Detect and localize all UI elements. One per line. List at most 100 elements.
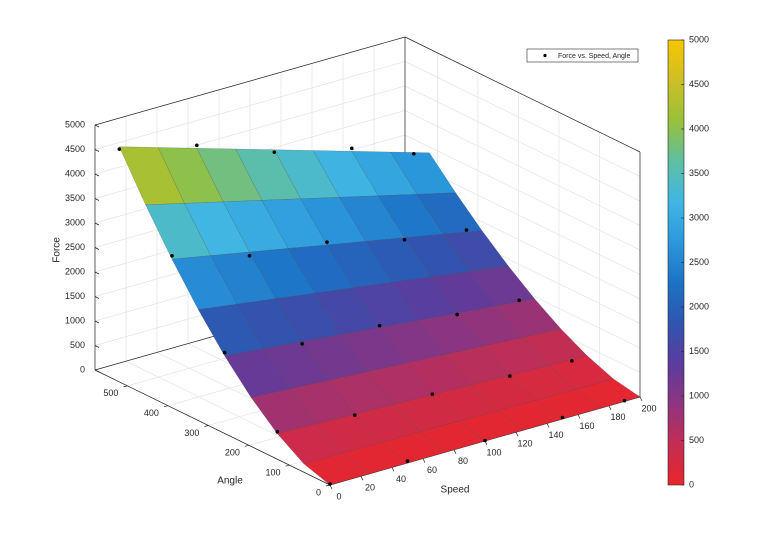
data-point: [300, 342, 304, 346]
y-tick: [204, 425, 209, 427]
x-tick: [422, 458, 426, 463]
data-point: [570, 359, 574, 363]
y-tick-label: 0: [316, 487, 321, 497]
legend-label: Force vs. Speed, Angle: [558, 53, 630, 60]
x-tick-label: 180: [610, 412, 625, 422]
grid-line: [404, 110, 641, 226]
z-tick-label: 3000: [65, 217, 85, 227]
colorbar-tick-label: 500: [689, 435, 704, 445]
data-point: [517, 298, 521, 303]
axis-edge: [404, 36, 641, 153]
data-point: [222, 350, 227, 355]
data-point: [464, 228, 469, 232]
grid-line: [404, 134, 641, 251]
z-tick-label: 5000: [65, 119, 85, 129]
legend-box: [526, 48, 639, 63]
x-tick-label: 60: [427, 465, 437, 475]
x-tick: [577, 414, 581, 419]
data-point: [247, 254, 252, 258]
z-tick: [94, 247, 100, 250]
x-tick-label: 140: [548, 430, 563, 440]
y-axis-label: Angle: [217, 476, 243, 487]
x-tick: [453, 449, 457, 454]
axis-edge: [94, 369, 331, 486]
x-tick-label: 20: [365, 483, 375, 493]
z-tick-label: 0: [80, 364, 85, 374]
colorbar-tick-label: 2500: [689, 257, 709, 267]
scatter: [117, 143, 627, 486]
z-tick-label: 2000: [65, 266, 85, 276]
data-point: [455, 312, 459, 317]
z-tick: [94, 173, 100, 177]
data-point: [508, 374, 512, 378]
y-tick: [123, 385, 128, 388]
z-tick-label: 4500: [65, 144, 85, 154]
data-point: [402, 237, 407, 242]
x-tick: [639, 396, 643, 402]
surface-cell: [303, 452, 370, 486]
y-tick: [163, 405, 169, 408]
colorbar-tick-label: 5000: [689, 34, 709, 44]
z-tick: [94, 320, 100, 324]
z-tick: [94, 369, 100, 373]
z-tick: [94, 222, 100, 226]
z-tick-label: 500: [70, 340, 85, 350]
grid-line: [404, 61, 641, 177]
y-tick-label: 300: [184, 428, 199, 438]
grid-line: [94, 61, 406, 150]
z-tick-label: 4000: [65, 168, 85, 178]
data-point: [405, 459, 410, 463]
data-point: [350, 146, 354, 151]
x-tick-label: 200: [641, 403, 656, 413]
x-tick-label: 0: [336, 491, 341, 501]
colorbar-tick-label: 4500: [689, 79, 709, 89]
z-tick: [94, 345, 100, 348]
data-point: [412, 151, 416, 156]
data-point: [377, 323, 382, 328]
data-point: [170, 253, 174, 258]
x-tick-label: 40: [396, 474, 406, 484]
z-tick: [94, 198, 100, 201]
y-tick: [285, 464, 290, 467]
data-point: [325, 240, 329, 244]
legend: Force vs. Speed, Angle: [526, 48, 639, 63]
z-tick-label: 1500: [65, 291, 85, 301]
y-tick-label: 200: [225, 448, 240, 458]
data-point: [560, 415, 565, 420]
data-point: [430, 392, 435, 396]
x-tick-label: 80: [458, 456, 468, 466]
z-tick: [94, 296, 100, 299]
colorbar-tick-label: 3000: [689, 212, 709, 222]
x-tick: [391, 467, 395, 472]
y-tick: [244, 445, 250, 447]
grid-line: [404, 85, 641, 202]
x-tick-label: 120: [517, 439, 532, 449]
x-axis-label: Speed: [441, 485, 470, 496]
data-point: [117, 147, 122, 151]
colorbar-tick-label: 3500: [689, 168, 709, 178]
x-tick: [515, 432, 519, 437]
data-point: [195, 143, 199, 148]
axis-edge: [94, 36, 406, 126]
data-point: [275, 429, 280, 434]
data-point: [622, 398, 627, 403]
x-tick-label: 160: [579, 421, 594, 431]
data-point: [483, 438, 487, 443]
z-tick-label: 3500: [65, 193, 85, 203]
data-point: [353, 413, 357, 417]
x-tick-label: 100: [486, 447, 501, 457]
y-tick-label: 100: [265, 468, 280, 478]
colorbar-tick-label: 2000: [689, 301, 709, 311]
colorbar-tick-label: 0: [689, 479, 694, 489]
colorbar-tick-label: 1000: [689, 390, 709, 400]
colorbar-tick-label: 1500: [689, 346, 709, 356]
labels: Speed Angle Force 0 20 40 60 80 100 120 140 160 1…: [52, 119, 657, 501]
z-tick: [94, 149, 100, 152]
x-tick: [360, 476, 364, 481]
data-point: [272, 150, 277, 154]
legend-marker: [543, 53, 547, 58]
y-tick-label: 400: [144, 408, 159, 418]
z-tick: [94, 271, 100, 275]
z-tick: [94, 124, 100, 128]
